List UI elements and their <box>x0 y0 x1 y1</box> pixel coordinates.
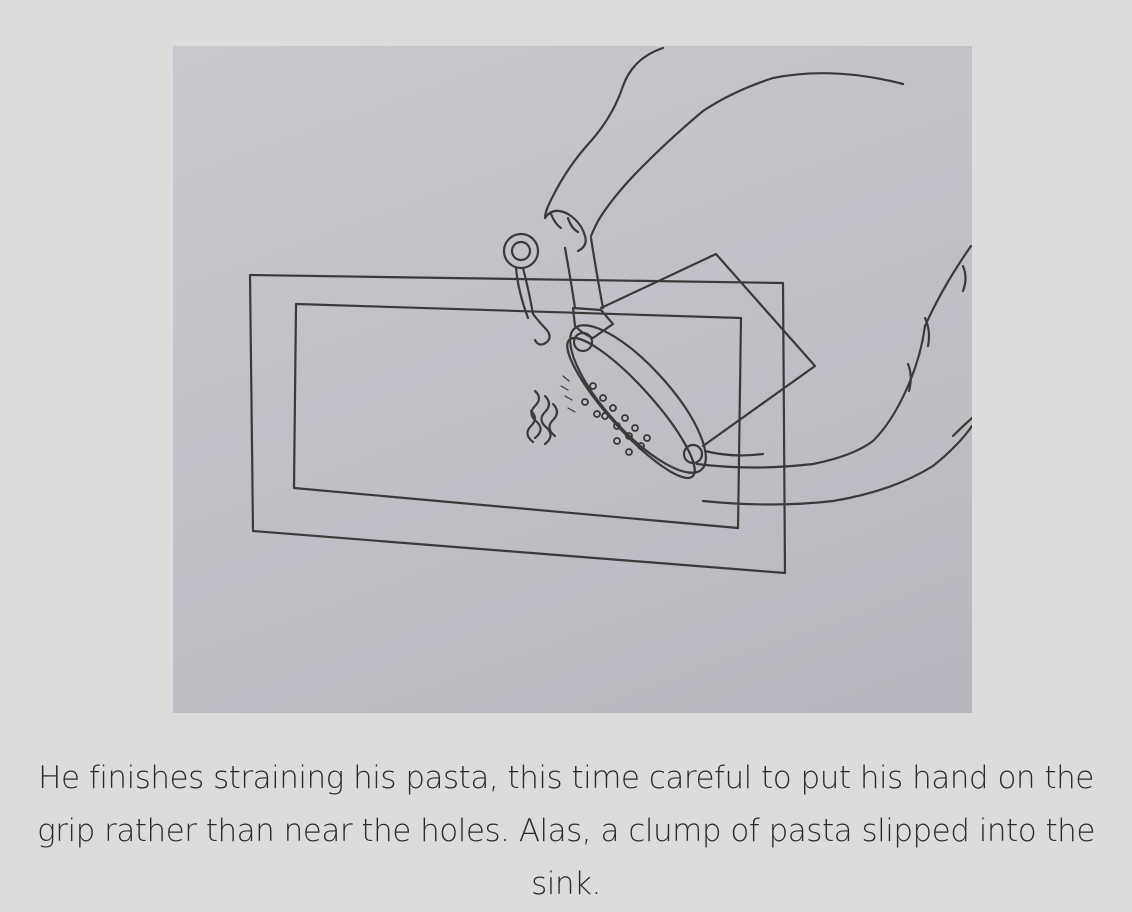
faucet-knob-icon <box>502 232 540 270</box>
strainer-sink-sketch-icon <box>248 46 972 575</box>
strainer-bowl-icon <box>569 324 707 474</box>
story-caption: He finishes straining his pasta, this ti… <box>37 760 1095 902</box>
sink-outer-outline <box>248 273 787 575</box>
sketch-illustration <box>173 46 972 713</box>
pasta-clump <box>530 389 542 440</box>
sink-basin-outline <box>292 302 743 530</box>
upper-arm-outline <box>543 46 665 220</box>
right-arm-outline <box>695 244 972 469</box>
strainer-handle <box>599 252 817 448</box>
strainer-holes <box>581 382 651 456</box>
